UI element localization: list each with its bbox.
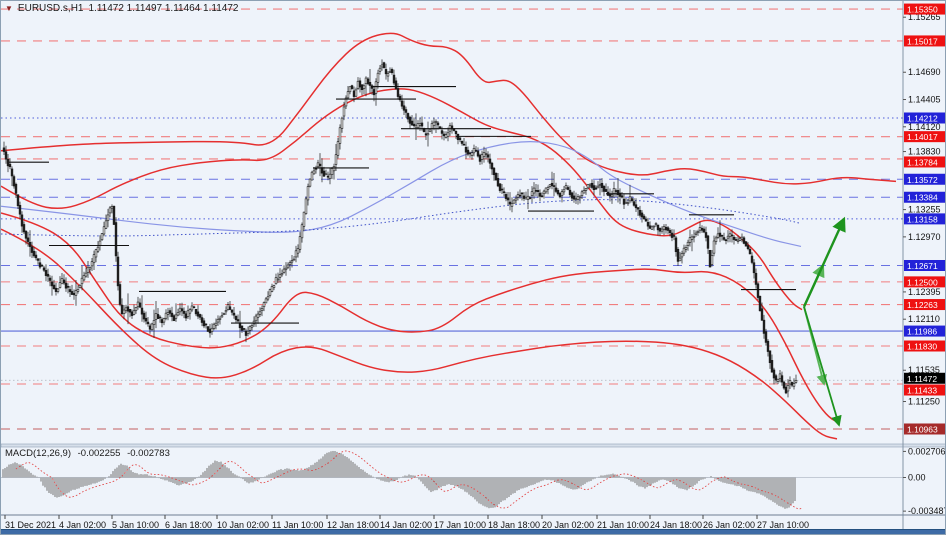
- price-level-badge: [904, 156, 945, 168]
- price-levels-layer: [1, 8, 903, 430]
- price-level-badge-text: 1.15017: [907, 36, 938, 46]
- trend-arrows: [802, 216, 846, 427]
- price-level-badge: [904, 112, 945, 124]
- macd-pane: [1, 450, 903, 510]
- time-tick-label: 21 Jan 10:00: [597, 520, 649, 530]
- time-tick-label: 5 Jan 10:00: [112, 520, 159, 530]
- price-level-badge-text: 1.13572: [907, 175, 938, 185]
- candles-layer: [2, 59, 798, 398]
- price-tick-label: 1.11535: [908, 365, 940, 375]
- chart-ohlc-quote: 1.11472 1.11497 1.11464 1.11472: [88, 3, 239, 14]
- price-level-badge-text: 1.14017: [907, 132, 938, 142]
- time-tick-label: 20 Jan 02:00: [542, 520, 594, 530]
- price-level-badge-text: 1.13384: [907, 193, 938, 203]
- price-axis[interactable]: 1.15265 1.14690 1.14405 1.14120 1.13830 1.132…: [902, 1, 946, 532]
- price-level-badge: [904, 423, 945, 435]
- time-tick-label: 26 Jan 02:00: [703, 520, 755, 530]
- price-level-badge: [904, 259, 945, 271]
- band-outer-lower: [1, 228, 838, 440]
- price-tick-label: 1.12395: [908, 287, 941, 297]
- time-tick-label: 31 Dec 2021: [5, 520, 56, 530]
- time-tick-label: 6 Jan 18:00: [165, 520, 212, 530]
- time-tick-label: 27 Jan 10:00: [757, 520, 809, 530]
- price-level-badge-text: 1.13158: [907, 214, 938, 224]
- chart-title: ▼ EURUSD.s,H1 1.11472 1.11497 1.11464 1.…: [5, 3, 238, 14]
- price-tick-label: 1.14120: [908, 122, 941, 132]
- price-tick-label: 1.13255: [908, 205, 941, 215]
- macd-value: -0.002255: [77, 448, 121, 459]
- price-tick-label: 1.14405: [908, 95, 941, 105]
- time-tick-label: 14 Jan 02:00: [380, 520, 432, 530]
- price-level-badge-text: 1.11986: [907, 327, 937, 337]
- macd-tick-label: 0.002706: [908, 446, 946, 456]
- window-bottom-edge: [1, 529, 945, 534]
- macd-signal-line: [15, 450, 803, 510]
- price-level-badge: [904, 131, 945, 143]
- time-axis[interactable]: 31 Dec 2021 4 Jan 02:00 5 Jan 10:00 6 Jan 1…: [1, 514, 946, 530]
- price-tick-label: 1.12970: [908, 232, 941, 242]
- chart-symbol-timeframe: EURUSD.s,H1: [17, 3, 84, 14]
- time-tick-label: 12 Jan 18:00: [327, 520, 379, 530]
- price-level-badge-text: 1.10963: [907, 424, 938, 434]
- time-tick-label: 10 Jan 02:00: [217, 520, 269, 530]
- price-tick-label: 1.15265: [908, 12, 941, 22]
- swing-level-segments: [9, 86, 796, 324]
- symbol-dropdown-icon[interactable]: ▼: [5, 3, 13, 13]
- macd-tick-label: 0.00: [908, 473, 926, 483]
- price-level-badge-text: 1.14212: [907, 113, 938, 123]
- ma-slow-dotted: [1, 199, 802, 237]
- price-level-badge: [904, 173, 945, 185]
- price-level-badge: [904, 191, 945, 203]
- price-level-badge-text: 1.11830: [907, 342, 937, 352]
- price-tick-label: 1.13830: [908, 147, 941, 157]
- price-tick-label: 1.12110: [908, 314, 940, 324]
- time-tick-label: 24 Jan 18:00: [650, 520, 702, 530]
- price-level-badge: [904, 340, 945, 352]
- time-tick-label: 17 Jan 10:00: [434, 520, 486, 530]
- price-level-badge-text: 1.11472: [907, 374, 937, 384]
- price-level-badge: [904, 299, 945, 311]
- band-inner-lower: [1, 212, 840, 424]
- macd-tick-label: -0.003487: [908, 506, 946, 516]
- price-tick-label: 1.11250: [908, 397, 940, 407]
- time-tick-label: 11 Jan 10:00: [272, 520, 323, 530]
- pane-separator[interactable]: [1, 443, 946, 448]
- macd-indicator-label: MACD(12,26,9) -0.002255 -0.002783: [5, 448, 174, 459]
- time-tick-label: 4 Jan 02:00: [59, 520, 106, 530]
- time-tick-label: 18 Jan 18:00: [488, 520, 540, 530]
- price-level-badge-text: 1.11433: [907, 386, 937, 396]
- price-level-badge: [904, 325, 945, 337]
- price-level-badge-text: 1.12500: [907, 277, 938, 287]
- band-inner-upper: [1, 88, 803, 311]
- band-outer-upper: [1, 32, 897, 185]
- price-level-badge-text: 1.13784: [907, 157, 938, 167]
- price-level-badge: [904, 372, 945, 384]
- price-tick-label: 1.14690: [908, 67, 941, 77]
- price-level-badge: [904, 276, 945, 288]
- price-level-badge: [904, 384, 945, 396]
- macd-name: MACD(12,26,9): [5, 448, 71, 459]
- price-level-badge-text: 1.12671: [907, 261, 938, 271]
- price-level-badge-text: 1.12263: [907, 300, 938, 310]
- price-level-badge: [904, 213, 945, 225]
- price-level-badge: [904, 35, 945, 47]
- indicator-bands-layer: [1, 32, 897, 440]
- price-level-badge: [904, 3, 945, 15]
- macd-signal-value: -0.002783: [127, 448, 170, 459]
- price-level-badge-text: 1.15350: [907, 5, 938, 15]
